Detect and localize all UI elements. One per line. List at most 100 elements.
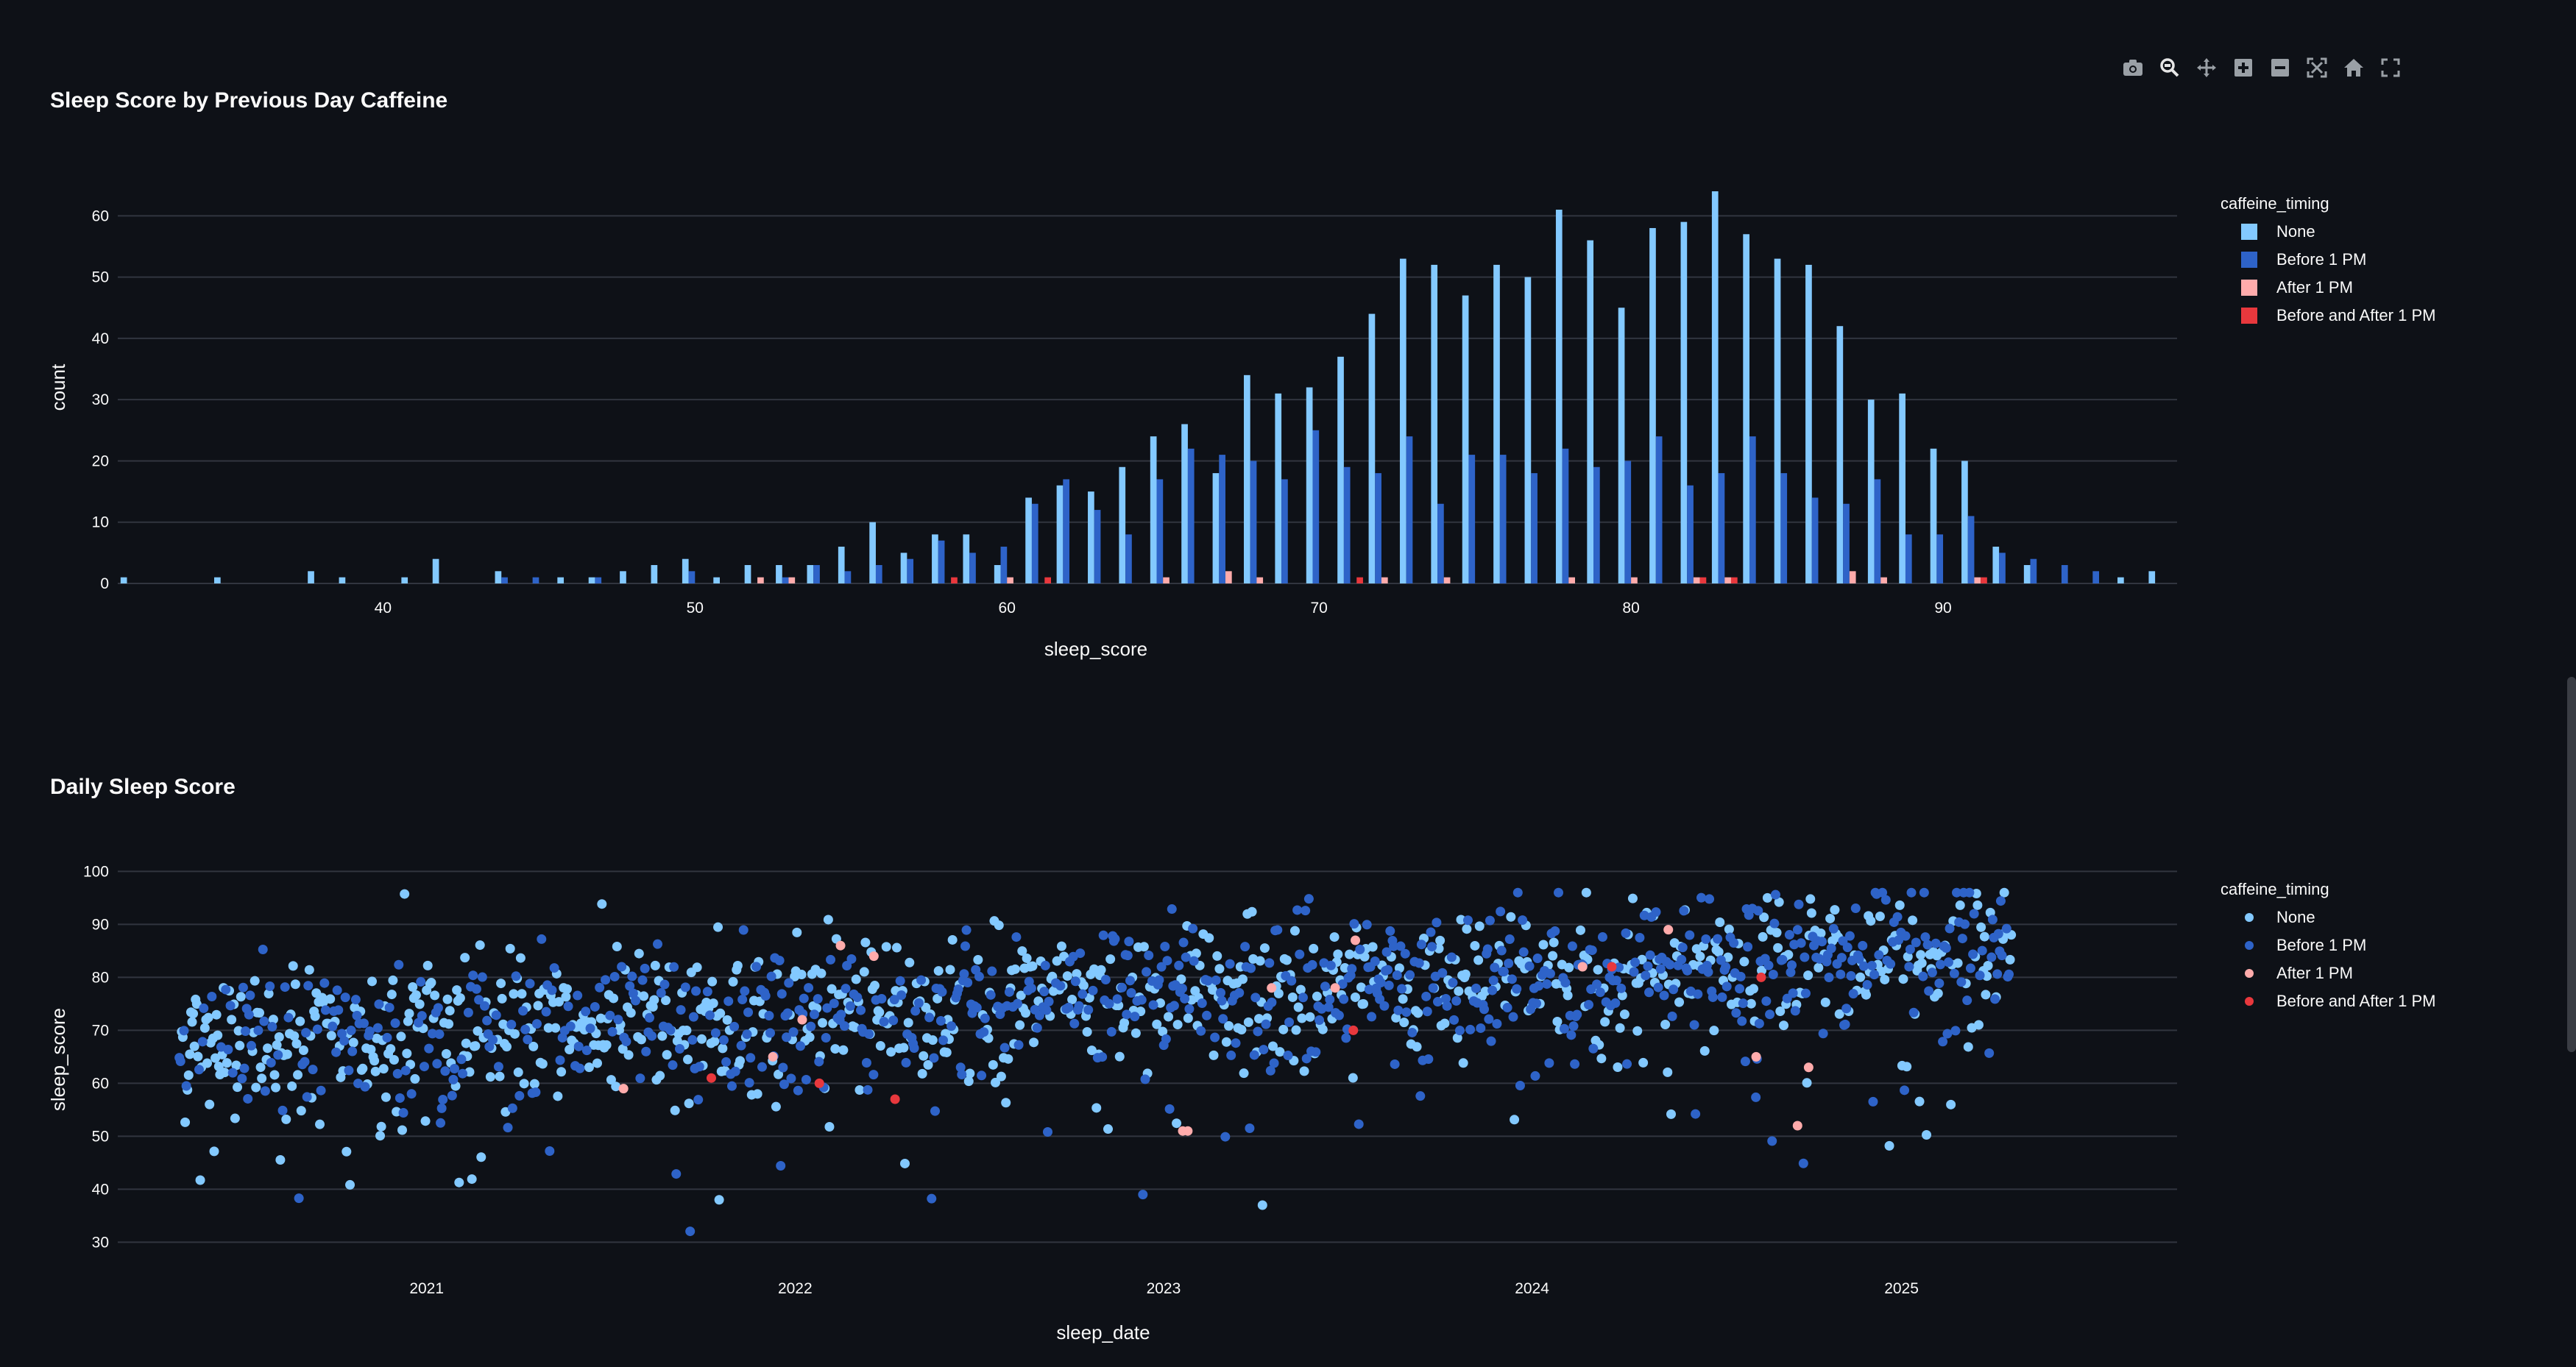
scatter-point	[1918, 971, 1928, 981]
scatter-point	[390, 1018, 400, 1029]
scatter-point	[1323, 1002, 1334, 1012]
scatter-point	[231, 1060, 241, 1070]
scatter-point	[1281, 955, 1292, 965]
scatter-point	[1900, 1085, 1910, 1096]
scatter-point	[1293, 1002, 1303, 1012]
scatter-point	[1922, 940, 1933, 950]
scatter-point	[874, 1007, 885, 1018]
scatter-point	[1999, 887, 2009, 898]
scatter-point	[485, 1072, 495, 1082]
scatter-point	[374, 999, 384, 1009]
page-scrollbar[interactable]	[2567, 677, 2576, 1052]
scatter-point	[1152, 1019, 1162, 1029]
zoom-in-icon[interactable]	[2230, 54, 2257, 81]
scatter-point	[1413, 1008, 1423, 1018]
bar	[1443, 577, 1451, 583]
scatter-point	[1339, 994, 1349, 1004]
home-icon[interactable]	[2340, 54, 2367, 81]
scatter-point	[1512, 984, 1522, 994]
scatter-point	[1613, 1062, 1623, 1073]
bar	[1094, 510, 1101, 583]
scatter-point	[965, 1068, 975, 1079]
scatter-point	[1289, 926, 1300, 936]
scatter-point	[1075, 948, 1086, 959]
scatter-point	[263, 989, 274, 999]
scatter-point	[1320, 981, 1330, 992]
plot-modebar	[2120, 52, 2404, 84]
scatter-point	[1291, 1025, 1301, 1035]
camera-icon[interactable]	[2120, 54, 2146, 81]
scatter-point	[406, 1089, 417, 1099]
scatter-point	[1549, 937, 1559, 948]
scatter-point	[1176, 974, 1186, 984]
scatter-point	[1685, 930, 1695, 940]
scatter-point	[1592, 979, 1602, 990]
scatter-point	[771, 1101, 781, 1112]
scatter-point	[1803, 970, 1814, 981]
scatter-point	[946, 1021, 957, 1032]
scatter-point	[1963, 1042, 1973, 1052]
scatter-point	[1391, 1012, 1401, 1023]
scatter-point	[1301, 1054, 1312, 1064]
scatter-point	[1375, 994, 1385, 1004]
scatter-point	[1172, 1020, 1183, 1030]
scatter-point	[1383, 965, 1393, 975]
scatter-point	[471, 984, 481, 994]
zoom-icon[interactable]	[2156, 54, 2183, 81]
scatter-point	[1566, 1030, 1577, 1040]
scatter-point	[1317, 1024, 1328, 1034]
scatter-point	[804, 983, 814, 993]
scatter-point	[1570, 1059, 1580, 1069]
scatter-point	[1938, 1037, 1948, 1047]
scatter-point	[475, 940, 485, 951]
scatter-point	[661, 995, 671, 1006]
scatter-point	[1017, 946, 1027, 956]
zoom-out-icon[interactable]	[2267, 54, 2293, 81]
scatter-point	[315, 1119, 325, 1129]
bar	[1981, 577, 1987, 583]
scatter-point	[202, 1058, 213, 1068]
scatter-point	[718, 1035, 729, 1045]
scatter-point	[1743, 942, 1753, 952]
scatter-point	[1969, 909, 1979, 919]
scatter-point	[1264, 958, 1275, 968]
scatter-point	[1884, 1140, 1894, 1151]
scatter-point	[344, 1065, 354, 1076]
scatter-point	[1506, 912, 1516, 922]
scatter-point	[1330, 983, 1340, 993]
scatter-point	[752, 1089, 762, 1099]
bar	[1250, 461, 1257, 583]
legend-marker	[2245, 997, 2254, 1006]
bar	[1693, 577, 1700, 583]
scatter-point	[637, 975, 648, 985]
bar-chart[interactable]: 0 10 20 30 40 50 60 40 50 60 70 80 90 sleep_score coun…	[0, 0, 2576, 706]
scatter-point	[801, 1074, 811, 1084]
scatter-point	[1713, 934, 1723, 944]
scatter-point	[389, 1054, 399, 1065]
scatter-point	[1790, 1006, 1800, 1016]
scatter-point	[730, 1066, 740, 1076]
scatter-point	[428, 1029, 438, 1039]
scatter-point	[257, 1073, 267, 1084]
scatter-point	[1709, 1026, 1719, 1036]
x-tick-label: 60	[999, 600, 1016, 617]
scatter-point	[376, 1121, 386, 1132]
autoscale-icon[interactable]	[2304, 54, 2330, 81]
bar	[501, 577, 508, 583]
scatter-point	[1401, 1007, 1412, 1018]
scatter-point	[1297, 1013, 1307, 1023]
scatter-point	[193, 1051, 203, 1062]
scatter-point	[1917, 958, 1927, 968]
fullscreen-icon[interactable]	[2377, 54, 2404, 81]
scatter-point	[1761, 996, 1772, 1006]
bar	[1399, 258, 1406, 583]
scatter-point	[436, 1103, 447, 1113]
scatter-point	[1666, 1109, 1677, 1119]
scatter-point	[584, 1062, 594, 1073]
scatter-point	[185, 1049, 195, 1059]
pan-icon[interactable]	[2193, 54, 2220, 81]
scatter-point	[680, 982, 690, 993]
scatter-point	[1267, 1041, 1278, 1051]
scatter-point	[1965, 963, 1975, 973]
